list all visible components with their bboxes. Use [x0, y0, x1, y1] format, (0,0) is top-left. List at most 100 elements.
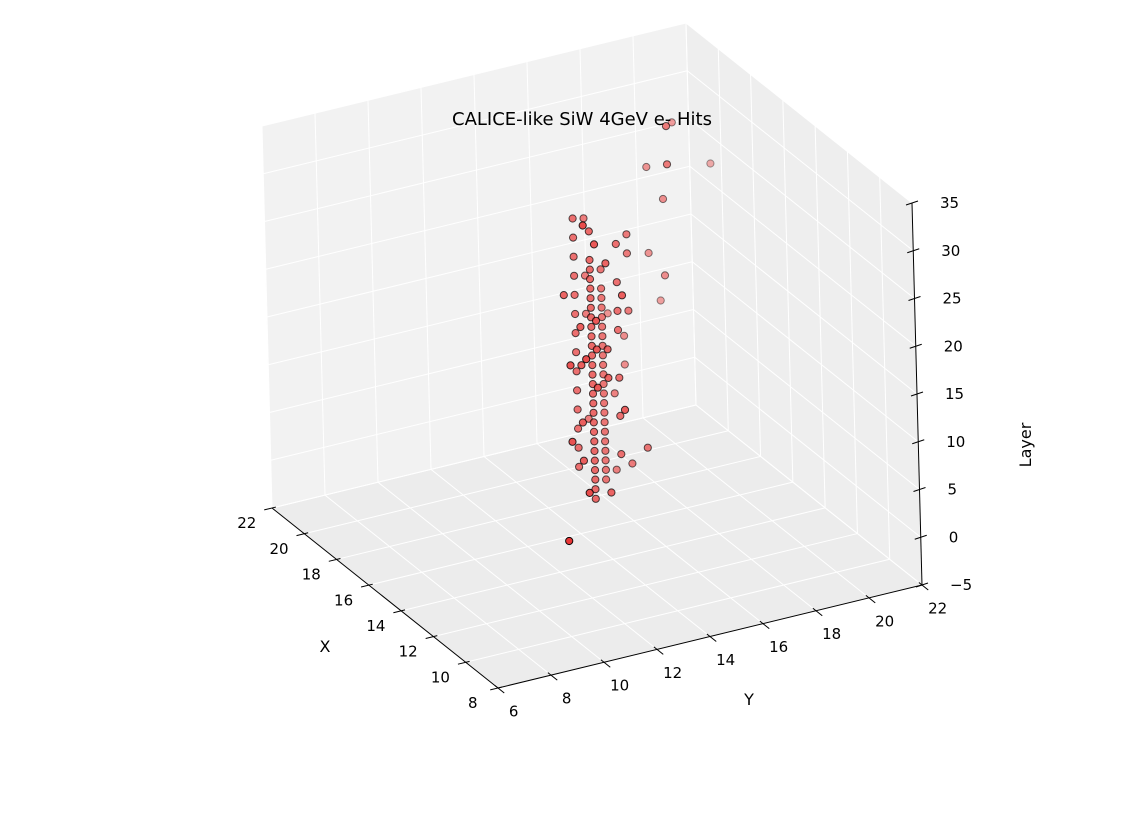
data-point: [662, 160, 672, 169]
data-point: [586, 284, 595, 293]
data-point: [600, 408, 609, 417]
data-point: [571, 309, 580, 319]
z-tick-label: 20: [944, 337, 963, 355]
z-grid-left: [266, 213, 692, 318]
data-point: [579, 456, 589, 465]
data-point: [586, 294, 595, 303]
data-point: [598, 351, 608, 360]
y-tick-label: 16: [769, 638, 788, 656]
data-point: [589, 408, 598, 417]
tick-labels: 8101214161820226810121416182022−50510152…: [237, 194, 972, 720]
z-tick: [909, 343, 922, 349]
data-point: [610, 389, 619, 398]
data-point: [572, 348, 581, 357]
data-point: [591, 475, 600, 484]
z-grid-right: [693, 309, 920, 490]
z-grid-right: [688, 118, 915, 299]
y-tick: [759, 620, 770, 630]
data-point: [591, 316, 601, 325]
z-tick-label: 25: [943, 290, 962, 308]
data-point: [600, 399, 609, 408]
data-point: [604, 373, 613, 382]
data-point: [612, 465, 621, 474]
y-grid-floor: [642, 417, 870, 599]
data-point: [644, 248, 653, 258]
y-tick-label: 12: [663, 664, 682, 682]
z-grid-right: [686, 70, 914, 252]
data-point: [579, 214, 588, 223]
z-grid-left: [269, 309, 694, 413]
z-tick-label: 5: [948, 481, 958, 499]
x-tick-label: 14: [366, 617, 385, 635]
data-point: [599, 389, 609, 398]
data-point: [706, 159, 715, 168]
data-point: [661, 122, 671, 131]
x-tick-label: 12: [399, 643, 418, 661]
data-point: [590, 456, 599, 465]
y-tick-label: 14: [716, 651, 735, 669]
data-point: [569, 252, 578, 261]
z-grid-right: [695, 404, 923, 586]
data-point: [585, 255, 594, 265]
data-point: [571, 329, 580, 338]
z-tick-label: 0: [949, 528, 959, 546]
data-point: [584, 227, 593, 236]
data-point: [613, 325, 623, 335]
data-points: [559, 118, 715, 546]
z-tick: [908, 296, 921, 301]
data-point: [620, 360, 629, 369]
z-grid-right: [685, 22, 913, 204]
data-point: [597, 303, 606, 312]
data-point: [624, 306, 633, 315]
y-grid-floor: [324, 494, 552, 676]
data-point: [599, 360, 608, 369]
x-tick: [393, 609, 406, 614]
data-point: [574, 424, 583, 433]
data-point: [601, 465, 611, 474]
y-tick-label: 18: [822, 625, 841, 643]
z-tick: [915, 582, 929, 588]
z-tick: [914, 534, 927, 540]
data-point: [590, 437, 599, 446]
data-point: [591, 494, 600, 503]
y-tick: [494, 685, 505, 694]
data-point: [597, 293, 606, 303]
data-point: [566, 361, 575, 370]
z-tick: [912, 439, 925, 445]
data-point: [620, 331, 629, 340]
z-tick-label: 30: [941, 242, 960, 260]
y-grid-floor: [589, 430, 817, 612]
data-point: [585, 488, 594, 497]
y-tick-label: 6: [509, 702, 519, 720]
x-tick-label: 10: [431, 668, 450, 686]
y-tick: [706, 633, 717, 642]
z-axis-label: Layer: [1016, 422, 1035, 467]
data-point: [585, 275, 595, 284]
x-tick: [490, 686, 503, 691]
data-point: [601, 456, 610, 465]
data-point: [620, 405, 630, 414]
x-tick-label: 22: [237, 514, 256, 532]
data-point: [601, 437, 610, 446]
data-point: [568, 437, 577, 446]
grid-lines: [261, 22, 923, 689]
z-tick-label: 10: [946, 433, 965, 451]
data-point: [576, 322, 585, 332]
data-point: [643, 443, 652, 452]
data-point: [569, 233, 578, 242]
y-tick: [918, 582, 929, 591]
data-point: [656, 296, 665, 305]
x-tick: [425, 635, 438, 639]
x-tick: [264, 506, 277, 511]
data-point: [559, 291, 568, 300]
x-axis-line: [271, 507, 499, 689]
x-tick: [457, 660, 470, 665]
data-point: [599, 379, 608, 389]
data-point: [573, 386, 582, 395]
data-point: [603, 345, 612, 354]
data-point: [570, 290, 579, 299]
data-point: [615, 373, 624, 382]
z-grid-left: [268, 261, 693, 366]
data-point: [592, 345, 601, 354]
